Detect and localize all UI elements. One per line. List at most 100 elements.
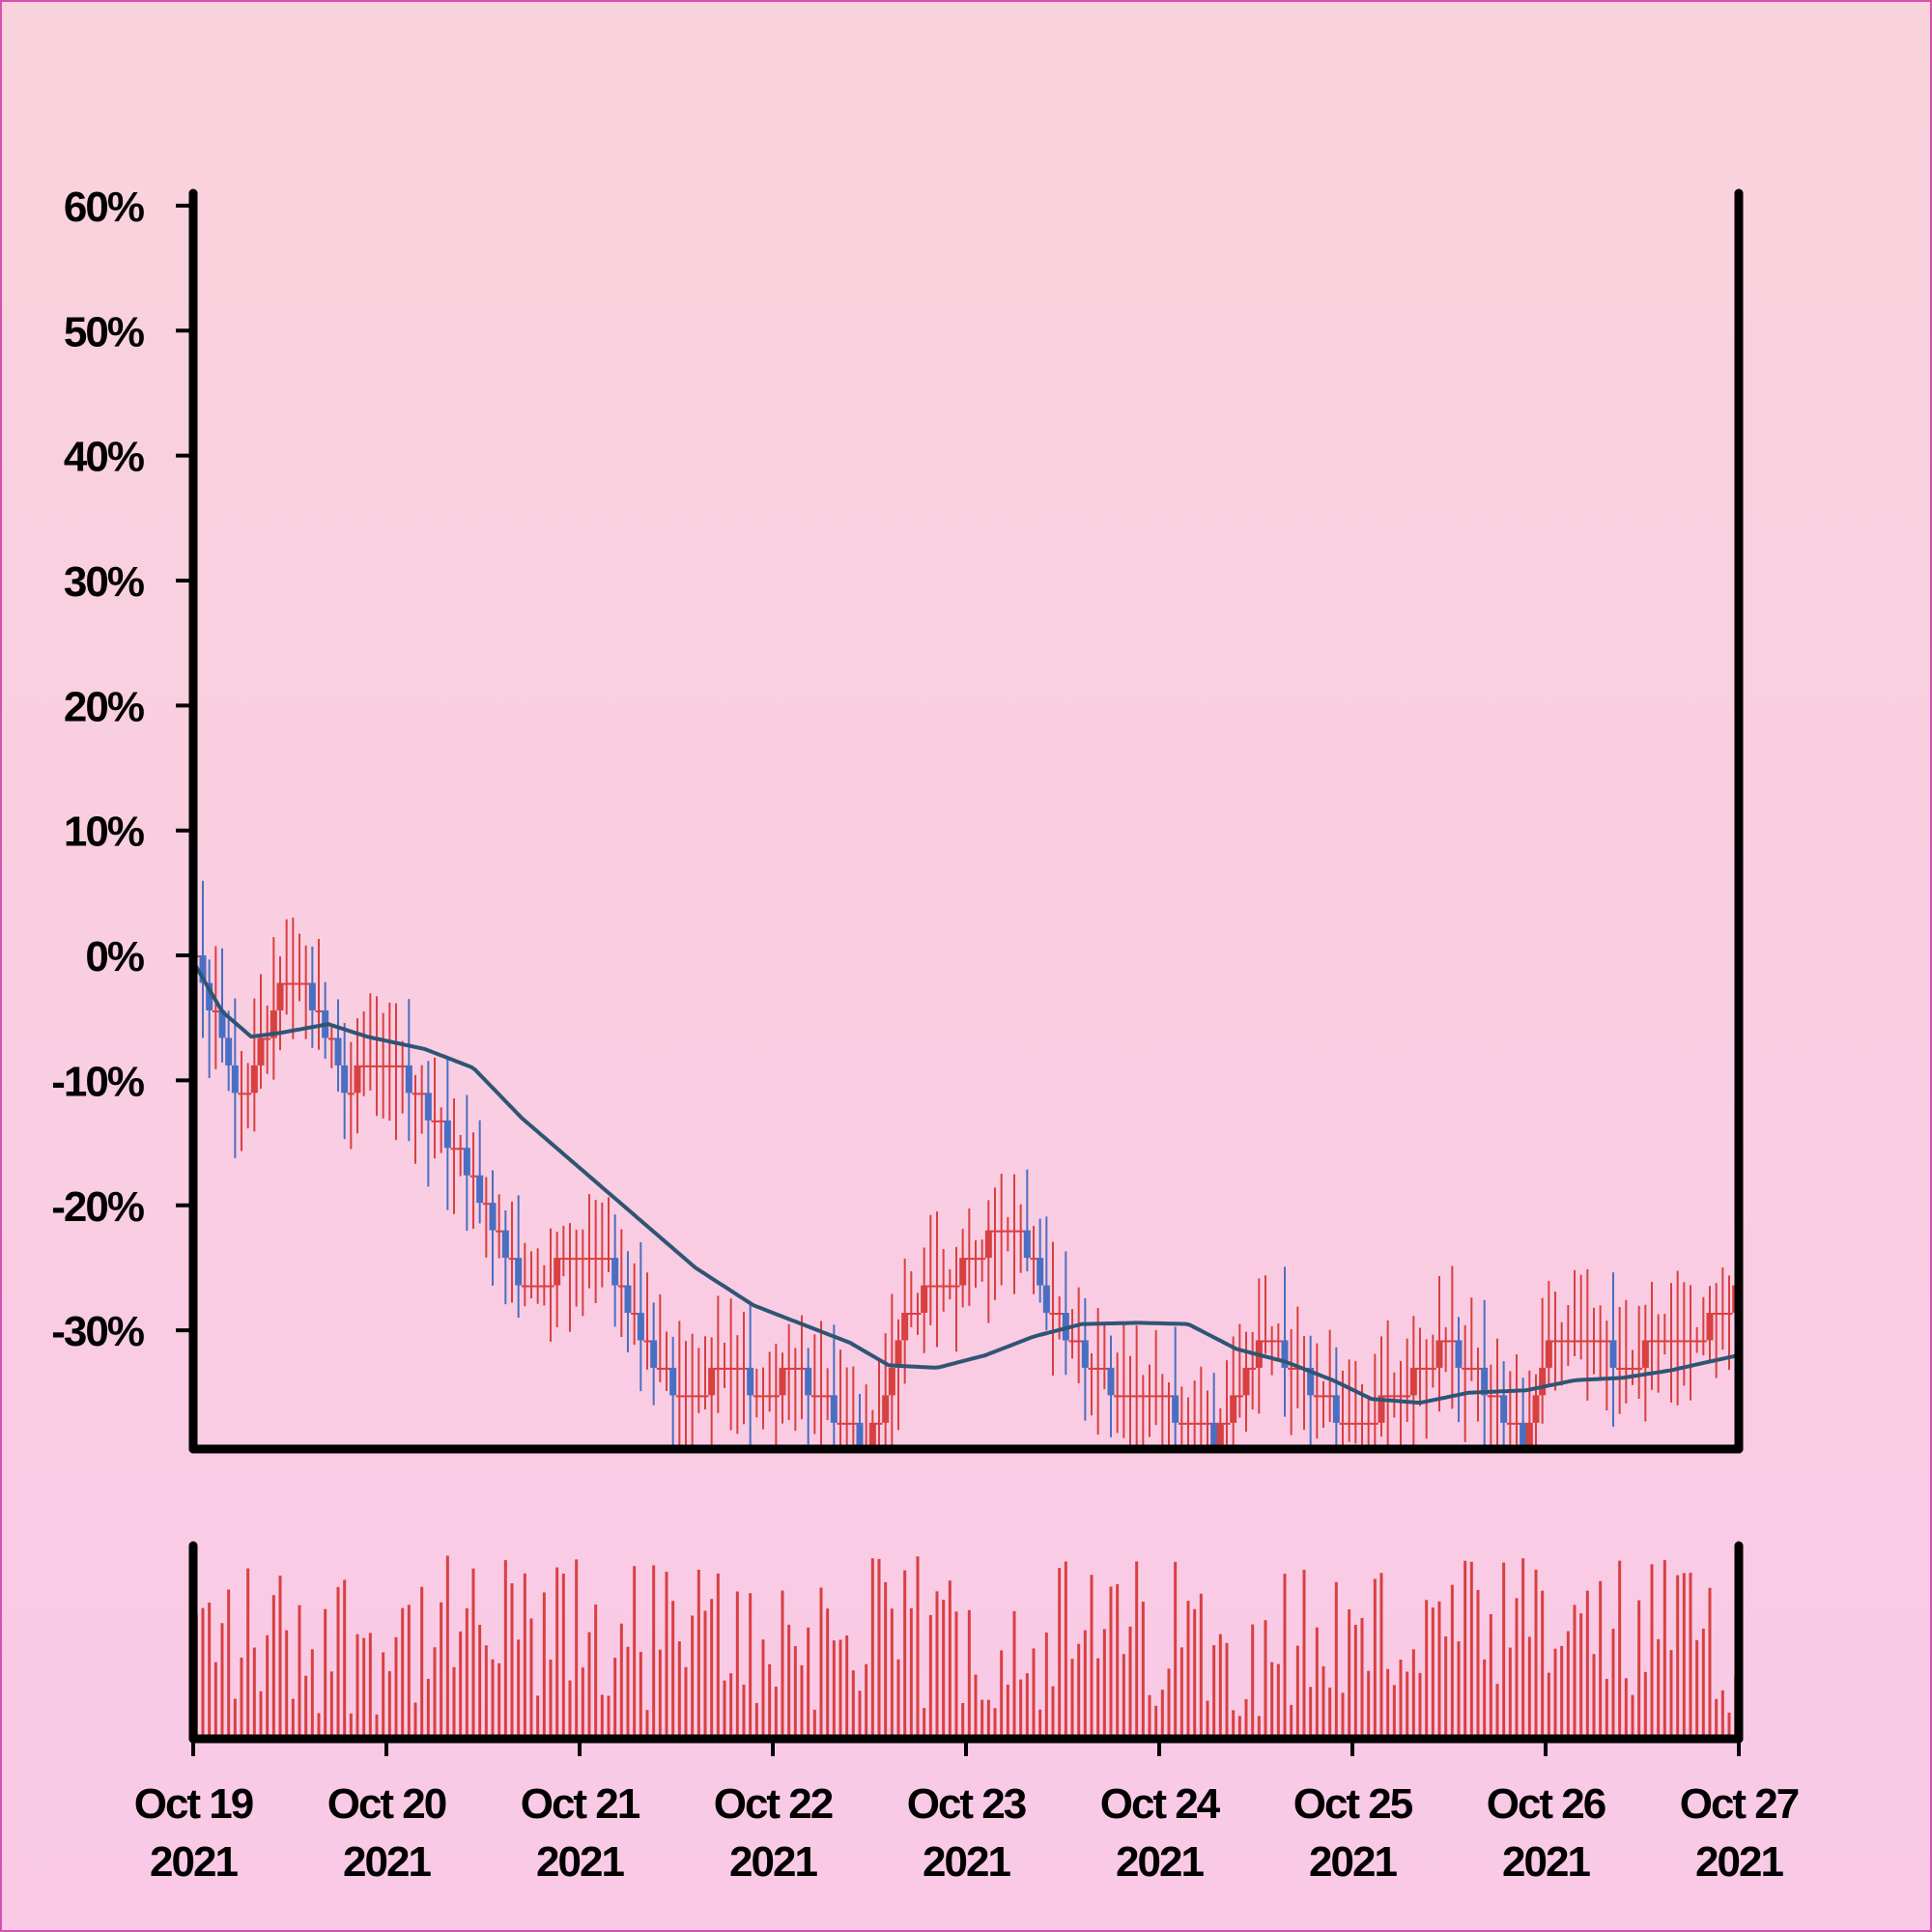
volume-bar [923, 1708, 926, 1739]
volume-bar [928, 1614, 932, 1739]
candle-body [753, 1395, 760, 1398]
volume-bar [285, 1630, 289, 1739]
x-tick-label-year: 2021 [729, 1838, 817, 1886]
volume-bar [1534, 1569, 1538, 1739]
volume-bar [440, 1602, 443, 1739]
candle-body [1100, 1367, 1108, 1370]
candle-body [643, 1340, 651, 1343]
volume-bar [1353, 1625, 1357, 1739]
candle-body [212, 1009, 219, 1012]
candle-body [489, 1203, 497, 1231]
volume-bar [749, 1593, 753, 1739]
candle-body [469, 1175, 477, 1178]
volume-bar [394, 1636, 398, 1739]
candle-body [1603, 1340, 1610, 1343]
volume-bar [1174, 1561, 1178, 1739]
candle-body [1158, 1395, 1166, 1398]
volume-bar [1573, 1605, 1577, 1739]
axes [188, 188, 1744, 1744]
candle-body [1500, 1395, 1508, 1423]
x-tick-label-date: Oct 26 [1487, 1780, 1605, 1828]
candle-body [605, 1258, 612, 1261]
candle-body [1037, 1258, 1044, 1286]
candle-body [1532, 1395, 1540, 1423]
volume-bar [812, 1709, 816, 1739]
candle-body [450, 1148, 458, 1151]
candle-body [926, 1285, 934, 1288]
volume-bar [259, 1690, 263, 1739]
candle-body [611, 1258, 619, 1286]
candle-body [747, 1367, 754, 1396]
candle-body [824, 1395, 832, 1398]
candle-body [1068, 1340, 1076, 1343]
candle-body [785, 1367, 793, 1370]
volume-bar [1315, 1627, 1319, 1739]
candle-body [1597, 1340, 1605, 1343]
volume-bar [633, 1566, 637, 1739]
volume-bar [787, 1624, 791, 1739]
volume-bar [781, 1590, 784, 1739]
candle-body [1693, 1340, 1701, 1343]
candle-body [1332, 1395, 1340, 1423]
candle-body [1719, 1313, 1726, 1316]
candle-body [579, 1258, 586, 1261]
candle-body [1210, 1422, 1218, 1449]
volume-bar [401, 1607, 405, 1739]
volume-bar [1160, 1690, 1164, 1739]
volume-bar [865, 1663, 868, 1739]
candle-body [1551, 1340, 1559, 1343]
candle-body [1513, 1422, 1520, 1425]
candle-body [244, 1093, 252, 1095]
volume-bar [890, 1608, 894, 1739]
candle-body [875, 1422, 883, 1425]
candle-body [1384, 1395, 1392, 1398]
volume-bar [1399, 1659, 1403, 1739]
candle-body [1049, 1313, 1057, 1316]
candle-body [360, 1065, 368, 1067]
y-tick-label: 50% [64, 308, 144, 355]
candle-body [843, 1422, 851, 1425]
volume-bar [1006, 1684, 1009, 1739]
volume-bar [1373, 1578, 1377, 1739]
x-tick-label-year: 2021 [1309, 1838, 1397, 1886]
volume-bar [1406, 1671, 1409, 1739]
volume-bar [343, 1579, 347, 1739]
volume-bar [793, 1646, 797, 1739]
volume-bar [723, 1680, 726, 1739]
volume-bar [774, 1686, 778, 1739]
candle-body [669, 1367, 677, 1396]
volume-bar [1321, 1665, 1325, 1739]
candle-body [515, 1258, 523, 1286]
candle-body [1017, 1230, 1025, 1233]
volume-bar [252, 1647, 256, 1739]
volume-bar [716, 1573, 720, 1739]
candle-body [1706, 1313, 1714, 1341]
volume-bar [510, 1583, 514, 1739]
volume-bar [420, 1586, 424, 1739]
candle-body [431, 1120, 439, 1122]
volume-bar [471, 1568, 475, 1739]
candle-body [1120, 1395, 1127, 1398]
candle-body [1351, 1422, 1359, 1425]
candle-body [1204, 1422, 1211, 1425]
volume-bar [1070, 1659, 1074, 1739]
candle-body [206, 982, 213, 1010]
candle-body [979, 1258, 986, 1261]
candle-body [984, 1230, 992, 1259]
candle-body [521, 1285, 528, 1288]
candle-body [991, 1230, 999, 1233]
candle-body [457, 1148, 465, 1151]
candle-body [714, 1367, 722, 1370]
candle-body [946, 1285, 953, 1288]
x-tick-label-year: 2021 [1502, 1838, 1590, 1886]
volume-bar [1631, 1694, 1634, 1739]
candle-body [559, 1258, 567, 1261]
candle-body [547, 1285, 554, 1288]
candle-body [399, 1065, 407, 1067]
candle-body [418, 1093, 426, 1095]
volume-bar [1309, 1687, 1313, 1739]
candle-body [895, 1340, 902, 1368]
candle-body [624, 1285, 632, 1314]
x-tick-label-year: 2021 [1116, 1838, 1204, 1886]
